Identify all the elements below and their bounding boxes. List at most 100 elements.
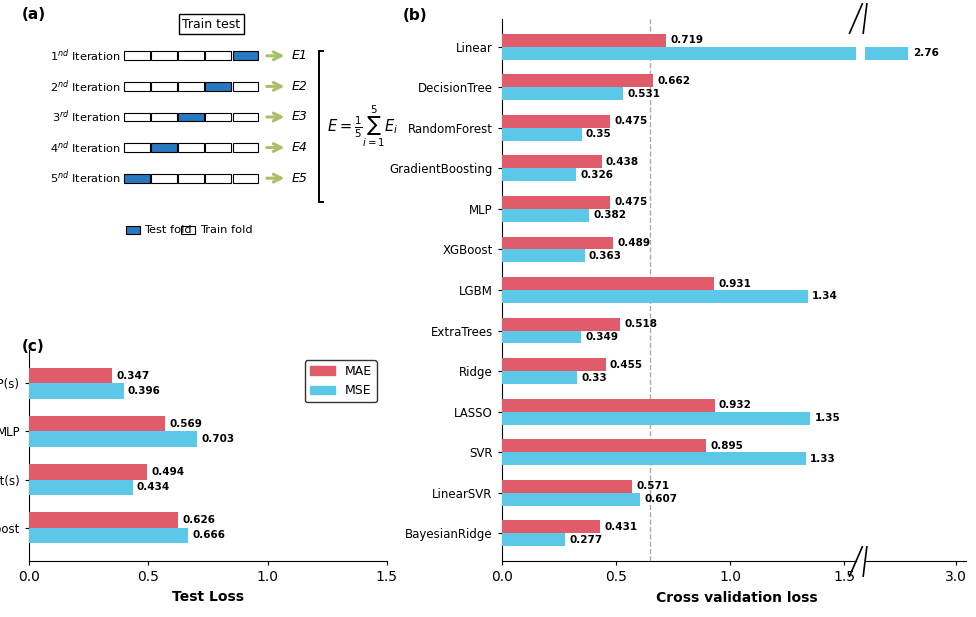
Bar — [179, 143, 204, 152]
Text: 0.518: 0.518 — [625, 319, 657, 329]
Text: 0.569: 0.569 — [169, 419, 202, 429]
Text: 0.455: 0.455 — [610, 360, 643, 370]
Text: 0.932: 0.932 — [718, 400, 752, 410]
Text: 1$^{nd}$ Iteration: 1$^{nd}$ Iteration — [50, 48, 120, 64]
Text: 0.475: 0.475 — [614, 197, 648, 207]
Text: E2: E2 — [292, 80, 307, 93]
Text: 0.703: 0.703 — [201, 434, 234, 444]
Bar — [502, 168, 576, 181]
Bar — [179, 51, 204, 60]
Text: 0.719: 0.719 — [671, 35, 703, 46]
Bar — [124, 174, 149, 183]
Bar — [179, 174, 204, 183]
Bar — [29, 383, 124, 399]
Bar — [348, 209, 427, 222]
Text: E1: E1 — [292, 49, 307, 62]
Bar — [29, 416, 165, 431]
Text: 0.35: 0.35 — [586, 130, 612, 139]
Bar — [348, 47, 908, 60]
Bar — [502, 209, 589, 222]
Bar — [29, 479, 133, 495]
Text: 0.531: 0.531 — [628, 89, 660, 99]
Bar — [348, 249, 423, 262]
Bar — [348, 75, 483, 88]
Text: 2.76: 2.76 — [914, 48, 940, 59]
Text: 0.33: 0.33 — [582, 373, 607, 383]
Text: 0.494: 0.494 — [151, 467, 184, 477]
Bar — [348, 277, 538, 290]
Bar — [348, 439, 530, 452]
Bar — [29, 528, 188, 543]
Text: 0.607: 0.607 — [644, 494, 677, 504]
Bar — [151, 82, 177, 91]
Bar — [126, 226, 141, 234]
Bar — [124, 51, 149, 60]
Text: 0.277: 0.277 — [569, 534, 602, 545]
Text: 5$^{nd}$ Iteration: 5$^{nd}$ Iteration — [50, 170, 120, 186]
Text: Train test: Train test — [183, 17, 241, 31]
Text: (b): (b) — [402, 7, 427, 23]
Bar — [348, 34, 495, 47]
Bar — [29, 512, 179, 528]
Text: 0.626: 0.626 — [183, 515, 216, 525]
Bar — [502, 196, 610, 209]
Bar — [502, 155, 602, 168]
Bar — [502, 318, 620, 331]
Text: (c): (c) — [22, 339, 45, 354]
Text: E4: E4 — [292, 141, 307, 154]
Bar — [348, 331, 420, 344]
Bar — [502, 75, 653, 88]
Text: 0.349: 0.349 — [586, 332, 619, 342]
Bar — [29, 368, 112, 383]
X-axis label: Test Loss: Test Loss — [172, 590, 244, 604]
Text: 0.347: 0.347 — [116, 371, 149, 381]
Text: Test fold: Test fold — [144, 225, 192, 235]
Bar — [29, 464, 147, 479]
Text: (a): (a) — [22, 7, 46, 22]
Bar — [502, 128, 582, 141]
Bar — [348, 115, 445, 128]
Bar — [348, 155, 437, 168]
Bar — [348, 196, 445, 209]
Text: 0.666: 0.666 — [192, 531, 225, 540]
Text: 0.489: 0.489 — [618, 238, 651, 248]
Bar — [502, 290, 808, 303]
Bar — [348, 358, 441, 371]
Text: E5: E5 — [292, 172, 307, 184]
Text: 2$^{nd}$ Iteration: 2$^{nd}$ Iteration — [50, 78, 120, 94]
Bar — [502, 236, 614, 249]
Bar — [502, 88, 623, 101]
Bar — [232, 174, 259, 183]
Bar — [502, 399, 714, 412]
Text: Train fold: Train fold — [200, 225, 253, 235]
Text: 0.363: 0.363 — [589, 251, 622, 261]
Text: 1.35: 1.35 — [814, 413, 840, 423]
Bar — [348, 236, 448, 249]
Bar — [348, 88, 457, 101]
Bar — [348, 290, 620, 303]
Text: 0.434: 0.434 — [137, 482, 170, 492]
Text: 0.475: 0.475 — [614, 117, 648, 126]
Bar — [348, 412, 622, 424]
Bar — [502, 371, 577, 384]
Text: E3: E3 — [292, 110, 307, 123]
Text: 3$^{rd}$ Iteration: 3$^{rd}$ Iteration — [52, 109, 120, 125]
Text: $E=\frac{1}{5}\sum_{i=1}^{5}E_i$: $E=\frac{1}{5}\sum_{i=1}^{5}E_i$ — [327, 104, 398, 149]
Bar — [206, 51, 231, 60]
Bar — [348, 452, 618, 465]
Bar — [502, 520, 600, 533]
Bar — [232, 51, 259, 60]
Legend: MAE, MSE: MAE, MSE — [305, 360, 377, 402]
Bar — [179, 82, 204, 91]
Bar — [348, 520, 436, 533]
Bar — [348, 399, 538, 412]
Bar — [348, 492, 471, 505]
Text: 0.396: 0.396 — [128, 386, 161, 396]
Bar — [502, 277, 714, 290]
Bar — [502, 249, 585, 262]
Bar — [502, 533, 565, 546]
Bar — [502, 331, 582, 344]
Bar — [232, 143, 259, 152]
Bar — [348, 318, 454, 331]
Bar — [151, 51, 177, 60]
